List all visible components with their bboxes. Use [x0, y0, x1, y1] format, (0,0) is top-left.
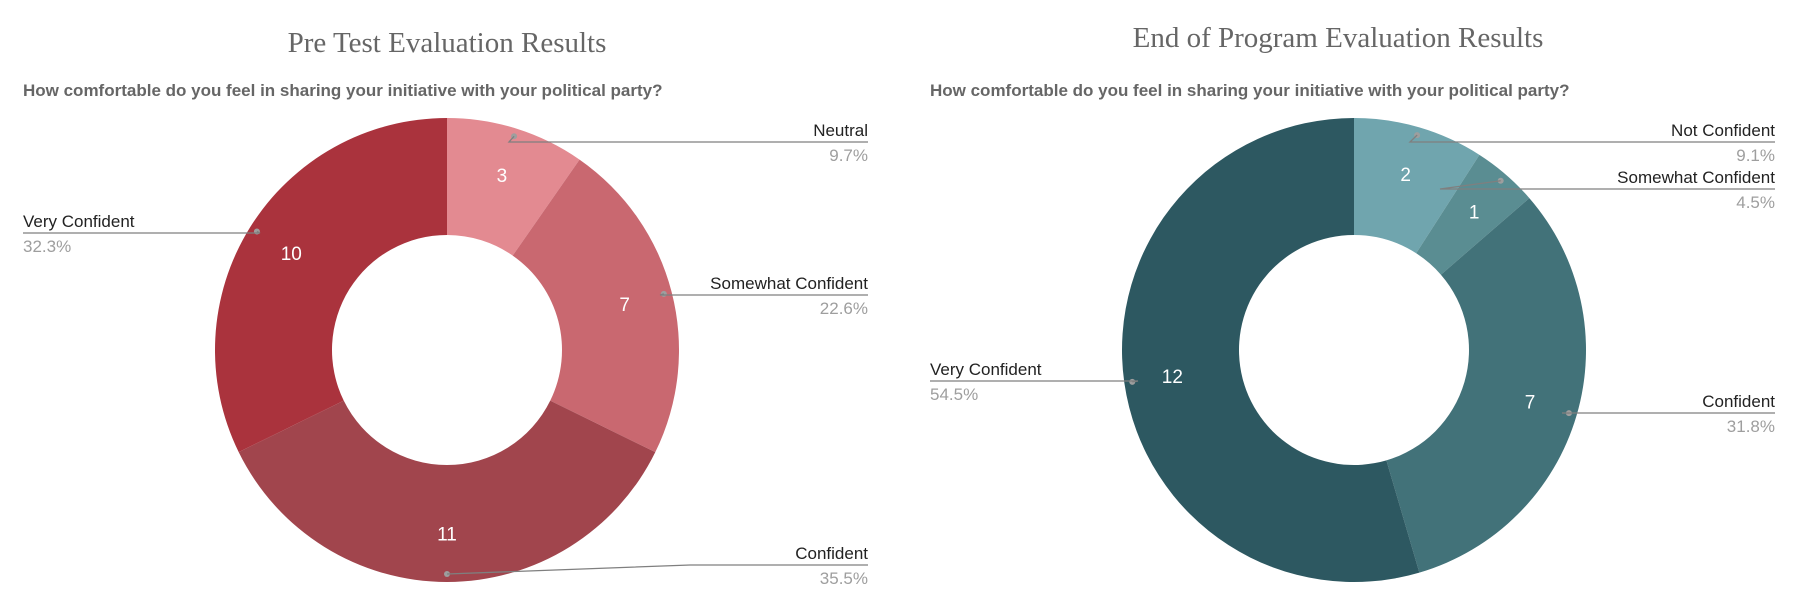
chart-subtitle: How comfortable do you feel in sharing y…	[23, 81, 662, 100]
chart-title: Pre Test Evaluation Results	[288, 27, 607, 59]
slice-value-label: 7	[1525, 393, 1536, 414]
slice-name-label: Somewhat Confident	[1617, 168, 1775, 187]
slice-name-label: Confident	[1702, 392, 1775, 411]
slice-value-label: 2	[1400, 165, 1411, 186]
slice-percent-label: 31.8%	[1727, 417, 1775, 436]
slice-name-label: Very Confident	[23, 212, 135, 231]
donut-slice	[1354, 118, 1480, 254]
leader-line	[446, 564, 868, 575]
donut-slice	[512, 159, 679, 453]
donut-slice	[447, 118, 580, 256]
slice-percent-label: 9.1%	[1736, 146, 1775, 165]
slice-name-label: Not Confident	[1671, 121, 1775, 140]
slice-name-label: Neutral	[813, 121, 868, 140]
leader-line	[930, 380, 1139, 383]
donut-slice	[238, 400, 656, 582]
slice-value-label: 3	[497, 166, 508, 187]
slice-value-label: 1	[1469, 202, 1480, 223]
donut-slice	[215, 118, 447, 453]
slice-name-label: Somewhat Confident	[710, 274, 868, 293]
slice-percent-label: 35.5%	[820, 569, 868, 588]
slice-name-label: Very Confident	[930, 360, 1042, 379]
slice-percent-label: 54.5%	[930, 385, 978, 404]
donut-slice	[1122, 118, 1420, 582]
slice-value-label: 11	[437, 525, 457, 546]
slice-percent-label: 22.6%	[820, 299, 868, 318]
chart-subtitle: How comfortable do you feel in sharing y…	[930, 81, 1569, 100]
end-of-program-donut-chart: End of Program Evaluation Results How co…	[930, 22, 1775, 582]
slice-value-label: 10	[281, 244, 302, 265]
pre-test-donut-chart: Pre Test Evaluation Results How comforta…	[23, 27, 868, 588]
slice-percent-label: 4.5%	[1736, 193, 1775, 212]
leader-line	[659, 293, 868, 296]
slice-value-label: 12	[1162, 367, 1183, 388]
leader-line	[1439, 180, 1775, 190]
chart-title: End of Program Evaluation Results	[1133, 22, 1544, 54]
leader-line	[507, 135, 868, 143]
slice-percent-label: 32.3%	[23, 237, 71, 256]
leader-line	[1408, 134, 1775, 143]
donut-slice	[1386, 198, 1586, 573]
slice-value-label: 7	[619, 295, 630, 316]
slice-percent-label: 9.7%	[829, 146, 868, 165]
leader-line	[23, 230, 261, 234]
slice-name-label: Confident	[795, 544, 868, 563]
donut-slice	[1416, 154, 1530, 275]
